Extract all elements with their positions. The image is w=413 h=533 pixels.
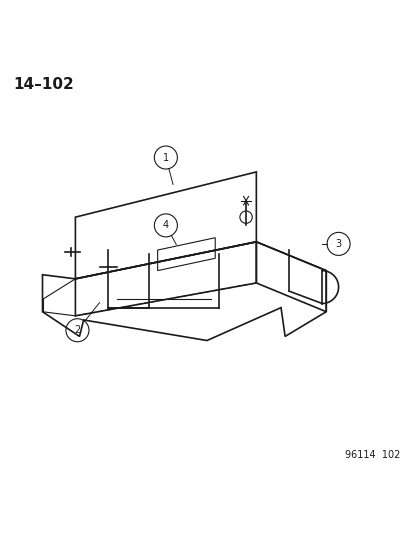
Text: 1: 1 [162, 152, 169, 163]
Text: 2: 2 [74, 325, 81, 335]
Text: 3: 3 [335, 239, 341, 249]
Text: 14–102: 14–102 [14, 77, 74, 92]
Text: 96114  102: 96114 102 [344, 450, 399, 460]
Text: 4: 4 [162, 220, 169, 230]
